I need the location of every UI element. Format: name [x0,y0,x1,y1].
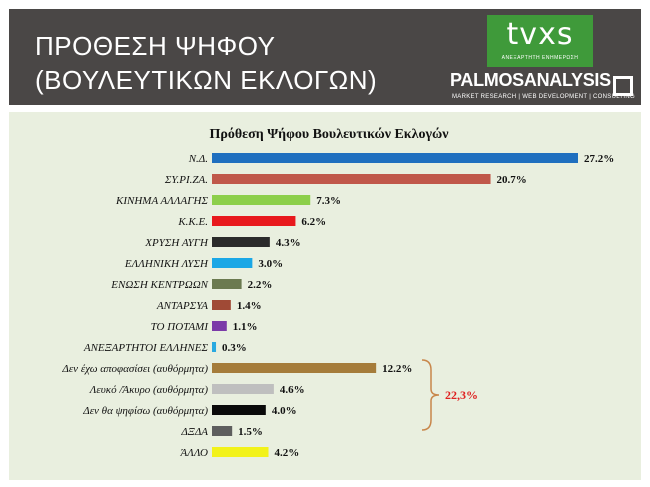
category-label: ΕΝΩΣΗ ΚΕΝΤΡΩΩΝ [110,279,208,291]
bar-9 [212,321,227,331]
value-label: 7.3% [316,195,341,207]
value-label: 4.3% [276,237,301,249]
chart-panel: Πρόθεση Ψήφου Βουλευτικών Εκλογών Ν.Δ. 27… [9,112,641,480]
bar-10 [212,342,217,352]
category-label: ΔΞΔΑ [180,426,208,438]
category-label: ΧΡΥΣΗ ΑΥΓΗ [144,237,209,249]
bar-7 [212,279,242,289]
tvxs-logo: tvxs ΑΝΕΞΑΡΤΗΤΗ ΕΝΗΜΕΡΩΣΗ [487,15,593,67]
value-label: 1.1% [233,321,258,333]
category-label: ΑΝΤΑΡΣΥΑ [156,300,208,312]
bar-13 [212,405,266,415]
group-brace [421,359,440,431]
value-label: 4.0% [272,405,297,417]
value-label: 1.4% [237,300,262,312]
value-label: 4.2% [275,447,300,459]
category-label: ΕΛΛΗΝΙΚΗ ΛΥΣΗ [124,258,209,270]
value-label: 27.2% [584,153,614,165]
palmos-logo-text: PALMOSANALYSIS [450,70,611,90]
bar-5 [212,237,270,247]
bar-3 [212,195,311,205]
category-label: ΚΙΝΗΜΑ ΑΛΛΑΓΗΣ [115,195,208,207]
page-title-line2: (ΒΟΥΛΕΥΤΙΚΩΝ ΕΚΛΟΓΩΝ) [35,65,378,95]
tvxs-logo-text: tvxs [506,17,574,52]
category-label: ΆΛΛΟ [180,447,209,459]
category-label: Δεν θα ψηφίσω (αυθόρμητα) [82,405,208,417]
value-label: 20.7% [497,174,527,186]
bar-chart: Πρόθεση Ψήφου Βουλευτικών Εκλογών Ν.Δ. 27… [61,127,614,459]
bar-2 [212,174,491,184]
category-label: Κ.Κ.Ε. [177,216,208,228]
value-label: 2.2% [248,279,273,291]
bar-14 [212,426,233,436]
group-total-label: 22,3% [445,388,478,402]
value-label: 3.0% [258,258,283,270]
bar-8 [212,300,231,310]
bar-11 [212,363,377,373]
bar-4 [212,216,296,226]
value-label: 4.6% [280,384,305,396]
category-label: ΣΥ.ΡΙ.ΖΑ. [164,174,208,186]
value-label: 1.5% [238,426,263,438]
palmos-square-icon [613,76,633,96]
category-label: Ν.Δ. [188,153,208,165]
bar-15 [212,447,269,457]
palmos-logo-tagline: MARKET RESEARCH | WEB DEVELOPMENT | CONS… [452,94,635,100]
category-label: Λευκό /Άκυρο (αυθόρμητα) [89,384,209,396]
value-label: 12.2% [382,363,412,375]
category-label: Δεν έχω αποφασίσει (αυθόρμητα) [61,363,208,375]
bar-1 [212,153,578,163]
value-label: 6.2% [301,216,326,228]
bar-6 [212,258,253,268]
header-bar: ΠΡΟΘΕΣΗ ΨΗΦΟΥ (ΒΟΥΛΕΥΤΙΚΩΝ ΕΚΛΟΓΩΝ) tvxs… [9,9,641,105]
chart-title: Πρόθεση Ψήφου Βουλευτικών Εκλογών [209,127,449,142]
bar-12 [212,384,274,394]
value-label: 0.3% [222,342,247,354]
tvxs-logo-subtitle: ΑΝΕΞΑΡΤΗΤΗ ΕΝΗΜΕΡΩΣΗ [501,55,579,61]
category-label: ΑΝΕΞΑΡΤΗΤΟΙ ΕΛΛΗΝΕΣ [83,342,209,354]
category-label: ΤΟ ΠΟΤΑΜΙ [151,321,210,333]
page-title-line1: ΠΡΟΘΕΣΗ ΨΗΦΟΥ [35,31,276,61]
